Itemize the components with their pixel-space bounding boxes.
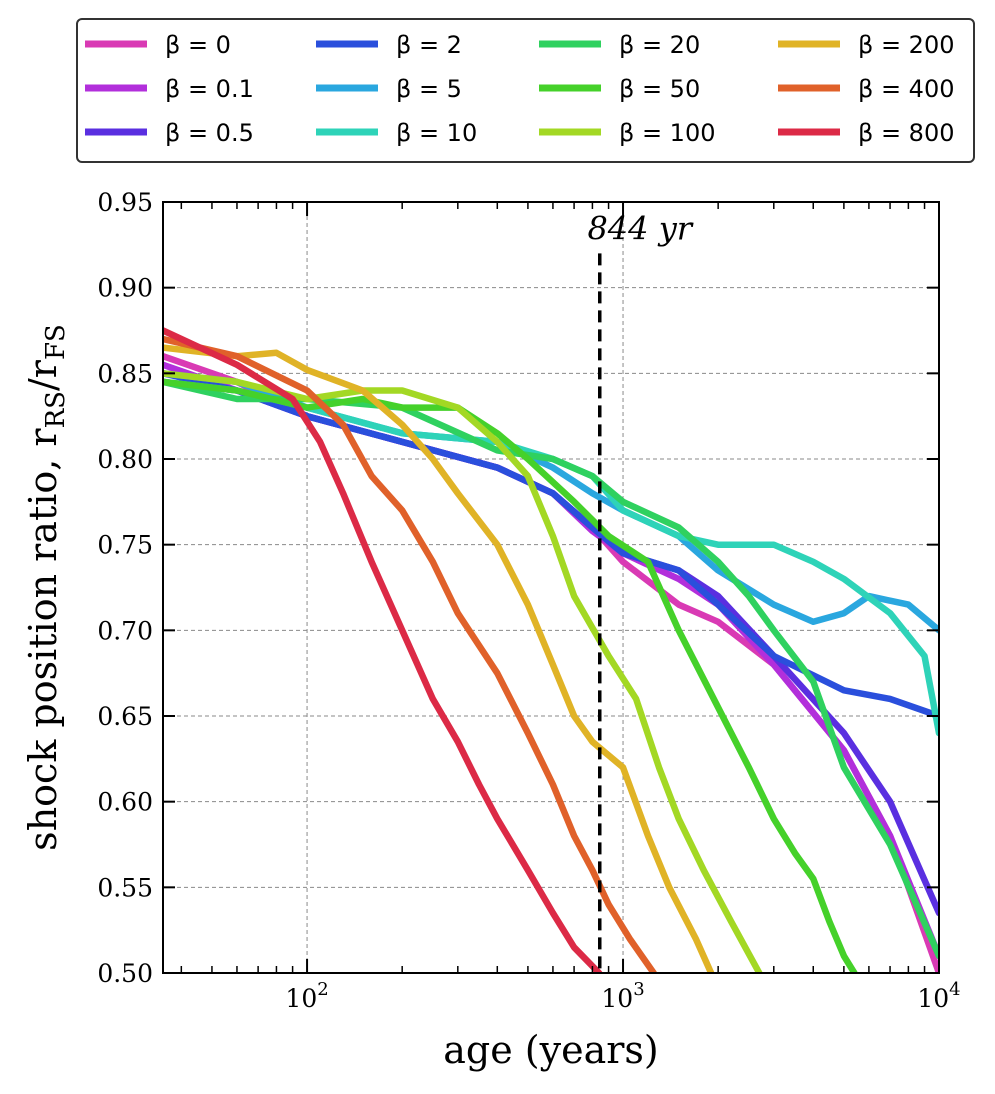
legend-label: β = 2 bbox=[396, 31, 462, 59]
legend-label: β = 200 bbox=[858, 31, 955, 59]
legend-label: β = 0.1 bbox=[165, 75, 254, 103]
y-tick-label: 0.70 bbox=[97, 616, 153, 645]
y-axis-label-sub-fs: FS bbox=[41, 324, 71, 360]
series-line bbox=[163, 344, 715, 973]
y-axis-label-main: shock position ratio, r bbox=[21, 428, 65, 851]
axis-labels: age (years) shock position ratio, rRS/rF… bbox=[21, 324, 659, 1072]
legend-label: β = 0 bbox=[165, 31, 231, 59]
y-tick-label: 0.80 bbox=[97, 445, 153, 474]
legend-label: β = 0.5 bbox=[165, 119, 254, 147]
legend: β = 0 β = 0.1 β = 0.5 β = 2 β = 5 β = 10 β = 2… bbox=[76, 18, 975, 163]
series-line bbox=[163, 370, 763, 973]
legend-label: β = 50 bbox=[619, 75, 700, 103]
legend-frame bbox=[76, 18, 975, 163]
legend-label: β = 100 bbox=[619, 119, 716, 147]
legend-label: β = 800 bbox=[858, 119, 955, 147]
legend-items: β = 0 β = 0.1 β = 0.5 β = 2 β = 5 β = 10 β = 2… bbox=[85, 31, 955, 147]
legend-label: β = 10 bbox=[396, 119, 477, 147]
x-tick-label: 102 bbox=[285, 979, 328, 1013]
ticks: 0.50 0.55 0.60 0.65 0.70 0.75 0.80 0.85 0.90 0.95… bbox=[97, 188, 960, 1013]
annotation-label: 844 yr bbox=[587, 209, 693, 247]
y-axis-label: shock position ratio, rRS/rFS bbox=[21, 324, 71, 851]
annotation: 844 yr bbox=[587, 209, 694, 973]
legend-label: β = 400 bbox=[858, 75, 955, 103]
y-tick-label: 0.90 bbox=[97, 274, 153, 303]
series-line bbox=[163, 378, 939, 737]
series-lines bbox=[163, 327, 939, 973]
plot-area: 844 yr 0.500.550.600.650.700.750.800.850… bbox=[97, 188, 960, 1013]
x-tick-label: 104 bbox=[917, 979, 960, 1013]
legend-label: β = 20 bbox=[619, 31, 700, 59]
y-tick-label: 0.50 bbox=[97, 959, 153, 988]
series-line bbox=[163, 370, 939, 634]
legend-label: β = 5 bbox=[396, 75, 462, 103]
x-tick-label: 103 bbox=[601, 979, 644, 1013]
x-axis-label: age (years) bbox=[443, 1028, 658, 1072]
y-tick-label: 0.60 bbox=[97, 788, 153, 817]
grid bbox=[163, 202, 939, 973]
series-line bbox=[163, 327, 603, 973]
y-axis-label-sub-rs: RS bbox=[41, 391, 71, 428]
plot-frame bbox=[162, 201, 940, 974]
y-tick-label: 0.65 bbox=[97, 702, 153, 731]
y-tick-label: 0.55 bbox=[97, 873, 153, 902]
y-tick-label: 0.95 bbox=[97, 188, 153, 217]
y-axis-label-mid: /r bbox=[21, 359, 65, 391]
y-tick-label: 0.75 bbox=[97, 531, 153, 560]
y-tick-label: 0.85 bbox=[97, 359, 153, 388]
series-line bbox=[163, 370, 939, 720]
